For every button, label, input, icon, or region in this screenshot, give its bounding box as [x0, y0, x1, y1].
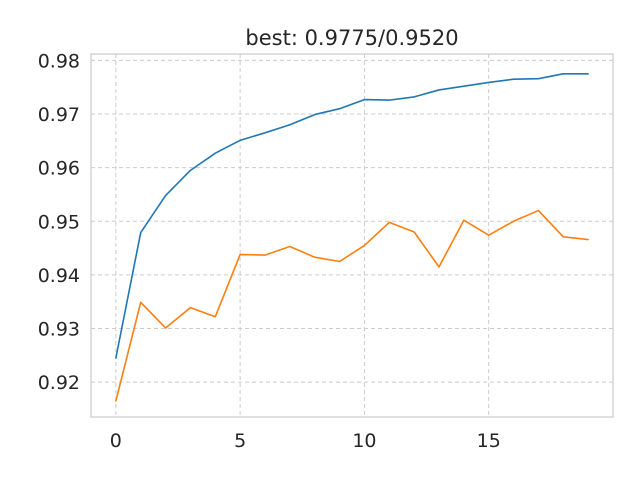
- x-tick-label: 10: [352, 430, 376, 452]
- chart-title: best: 0.9775/0.9520: [245, 26, 458, 50]
- x-tick-label: 5: [234, 430, 246, 452]
- x-tick-label: 15: [477, 430, 501, 452]
- x-tick-label: 0: [110, 430, 122, 452]
- y-tick-label: 0.95: [38, 211, 80, 233]
- series-line-2: [115, 209, 589, 402]
- y-axis-ticks: 0.92 0.93 0.94 0.95 0.96 0.97 0.98: [38, 50, 80, 394]
- y-tick-label: 0.93: [38, 319, 80, 341]
- grid: [91, 54, 613, 417]
- y-tick-label: 0.96: [38, 158, 80, 180]
- y-tick-label: 0.98: [38, 50, 80, 72]
- y-tick-label: 0.92: [38, 372, 80, 394]
- y-tick-label: 0.94: [38, 265, 80, 287]
- series-line-1: [115, 73, 589, 359]
- y-tick-label: 0.97: [38, 104, 80, 126]
- axes-frame: [90, 53, 614, 418]
- x-axis-ticks: 0 5 10 15: [110, 430, 501, 452]
- series-layer: [115, 73, 589, 402]
